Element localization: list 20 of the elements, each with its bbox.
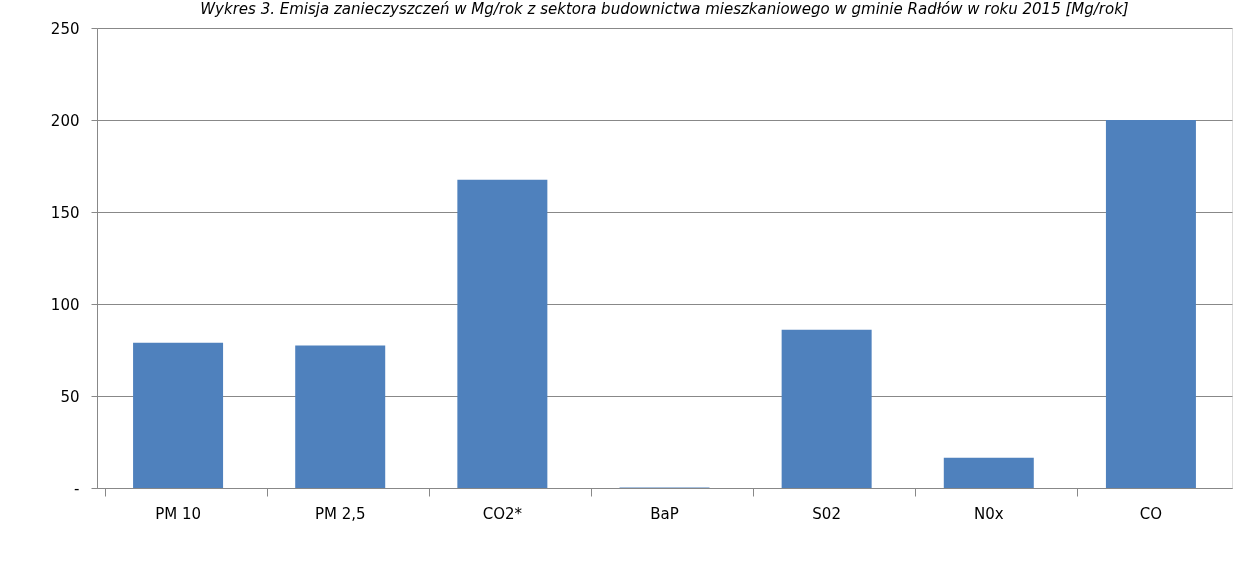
y-tick-label: 50 xyxy=(60,387,80,406)
x-tick-label: PM 10 xyxy=(155,504,201,523)
x-tick-label: CO2* xyxy=(482,504,523,523)
bar xyxy=(295,345,386,488)
bar xyxy=(943,457,1034,488)
y-tick-label: 200 xyxy=(50,111,80,130)
x-tick-label: BaP xyxy=(650,504,679,523)
chart-title: Wykres 3. Emisja zanieczyszczeń w Mg/rok z sektora budownictwa mieszkaniowego w gminie Radłów w roku 2015 [Mg/rok] xyxy=(200,0,1129,18)
y-tick-label: - xyxy=(74,479,80,498)
x-tick-label: S02 xyxy=(812,504,841,523)
x-tick-label: N0x xyxy=(973,504,1004,523)
x-tick-label: CO xyxy=(1139,504,1163,523)
x-tick-label: PM 2,5 xyxy=(314,504,366,523)
bar xyxy=(1105,120,1196,488)
y-tick-label: 100 xyxy=(50,295,80,314)
bar xyxy=(781,329,872,488)
y-tick-label: 150 xyxy=(50,203,80,222)
y-tick-label: 250 xyxy=(50,19,80,38)
bar xyxy=(457,179,548,488)
bar xyxy=(133,342,224,488)
